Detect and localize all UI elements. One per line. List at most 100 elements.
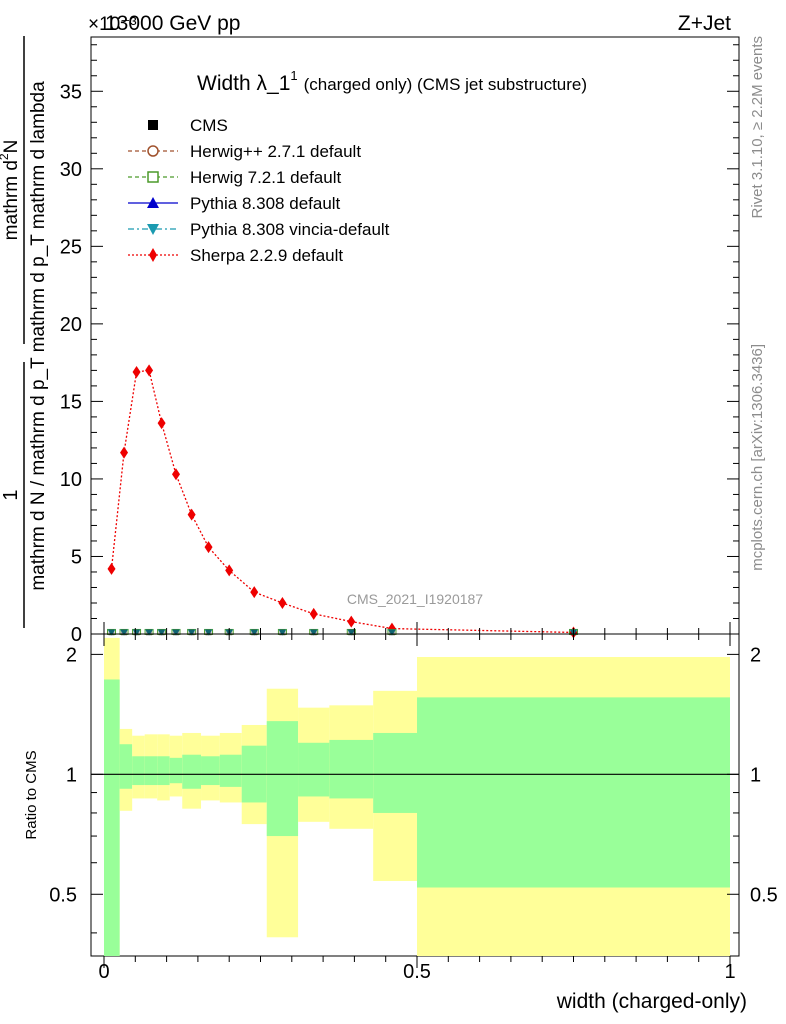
ratio-inner-band xyxy=(298,742,330,797)
legend-marker xyxy=(147,197,159,208)
cms-point xyxy=(133,629,140,636)
rivet-label: Rivet 3.1.10, ≥ 2.2M events xyxy=(749,36,766,219)
vincia-point xyxy=(309,629,318,636)
y-tick-label: 30 xyxy=(60,159,82,181)
legend-marker xyxy=(148,120,158,130)
cms-point xyxy=(121,629,128,636)
vincia-point xyxy=(145,629,154,636)
cms-point xyxy=(158,629,165,636)
ratio-inner-band xyxy=(266,721,299,837)
analysis-watermark: CMS_2021_I1920187 xyxy=(347,591,483,607)
legend-marker xyxy=(149,248,157,262)
sherpa-point xyxy=(157,417,166,430)
y-tick-label: 0 xyxy=(71,624,82,646)
sherpa-point xyxy=(187,508,196,521)
cms-point xyxy=(310,629,317,636)
legend-marker xyxy=(147,171,159,183)
sherpa-point xyxy=(204,541,213,554)
ylabel-denominator: mathrm d N / mathrm d p_T mathrm d p_T m… xyxy=(28,81,49,591)
ratio-tick-label-right: 2 xyxy=(750,644,761,666)
plot-title-sup: 1 xyxy=(290,68,297,83)
vincia-point xyxy=(347,629,356,636)
cms-point xyxy=(348,629,355,636)
legend-marker xyxy=(147,224,159,235)
sherpa-point xyxy=(171,468,180,481)
legend-label: Herwig 7.2.1 default xyxy=(190,168,341,187)
ratio-tick-label: 2 xyxy=(66,644,77,666)
ratio-inner-band xyxy=(201,756,220,786)
ratio-inner-band xyxy=(417,697,730,888)
ratio-inner-band xyxy=(157,756,170,786)
ratio-inner-band xyxy=(104,679,120,956)
legend-label: Pythia 8.308 default xyxy=(190,194,341,213)
y-tick-label: 20 xyxy=(60,314,82,336)
legend-label: Herwig++ 2.7.1 default xyxy=(190,142,361,161)
cms-point xyxy=(388,629,395,636)
ratio-plot-marks xyxy=(91,637,739,956)
ratio-y-ticks: 0.5 0.5 1 1 2 2 xyxy=(49,644,778,934)
sherpa-point xyxy=(107,562,116,575)
ratio-inner-band xyxy=(373,732,417,813)
main-plot-marks xyxy=(107,364,578,639)
sherpa-point xyxy=(225,564,234,577)
ratio-inner-band xyxy=(219,754,242,787)
cms-point xyxy=(279,629,286,636)
legend-label: CMS xyxy=(190,116,228,135)
cms-point xyxy=(251,629,258,636)
ratio-inner-band xyxy=(119,744,133,789)
header-left: 13000 GeV pp xyxy=(105,12,240,35)
cms-point xyxy=(108,629,115,636)
cms-point xyxy=(188,629,195,636)
sherpa-point xyxy=(145,364,154,377)
x-tick-label: 0 xyxy=(98,961,109,983)
y-tick-label: 15 xyxy=(60,391,82,413)
sherpa-point xyxy=(120,446,129,459)
legend-label: Pythia 8.308 vincia-default xyxy=(190,220,390,239)
header-right: Z+Jet xyxy=(678,12,731,35)
vincia-point xyxy=(107,629,116,636)
main-y-ticks: 0 5 10 15 20 25 30 35 xyxy=(60,44,739,646)
ratio-y-axis-label: Ratio to CMS xyxy=(23,750,40,839)
y-tick-label: 35 xyxy=(60,81,82,103)
ratio-tick-label: 1 xyxy=(66,764,77,786)
plot-title: Width λ_11 (charged only) (CMS jet substr… xyxy=(197,68,587,95)
ratio-tick-label: 0.5 xyxy=(49,884,77,906)
mcplots-label: mcplots.cern.ch [arXiv:1306.3436] xyxy=(749,344,766,571)
ratio-inner-band xyxy=(169,757,183,784)
ratio-inner-band xyxy=(144,756,158,786)
x-axis-label: width (charged-only) xyxy=(556,990,747,1013)
ylabel-one: 1 xyxy=(0,489,22,500)
sherpa-line xyxy=(110,369,574,634)
cms-point xyxy=(146,629,153,636)
vincia-point xyxy=(187,629,196,636)
y-exponent: ×10⁻³ xyxy=(88,14,137,35)
ylabel-num-sup: 2 xyxy=(0,153,11,160)
ratio-panel-frame xyxy=(90,633,740,957)
x-tick-label: 0.5 xyxy=(403,961,431,983)
vincia-point xyxy=(204,629,213,636)
ratio-inner-band xyxy=(132,756,145,786)
y-tick-label: 25 xyxy=(60,236,82,258)
vincia-point xyxy=(278,629,287,636)
legend-marker xyxy=(147,145,159,157)
x-tick-label: 1 xyxy=(724,961,735,983)
vincia-point xyxy=(120,629,129,636)
vincia-point xyxy=(250,629,259,636)
ratio-inner-band xyxy=(329,739,374,799)
ratio-tick-label-right: 0.5 xyxy=(750,884,778,906)
vincia-point xyxy=(171,629,180,636)
cms-point xyxy=(205,629,212,636)
y-tick-label: 10 xyxy=(60,469,82,491)
legend-label: Sherpa 2.2.9 default xyxy=(190,246,343,265)
ratio-tick-label-right: 1 xyxy=(750,764,761,786)
cms-point xyxy=(172,629,179,636)
main-y-axis-label: 1 mathrm d2N mathrm d N / mathrm d p_T m… xyxy=(0,36,49,628)
sherpa-point xyxy=(132,365,141,378)
plot-title-main: Width λ_1 xyxy=(197,72,290,95)
y-tick-label: 5 xyxy=(71,546,82,568)
sherpa-point xyxy=(250,586,259,599)
main-panel-frame xyxy=(90,36,740,635)
sherpa-point xyxy=(309,607,318,620)
ylabel-num-end: N xyxy=(1,140,22,154)
